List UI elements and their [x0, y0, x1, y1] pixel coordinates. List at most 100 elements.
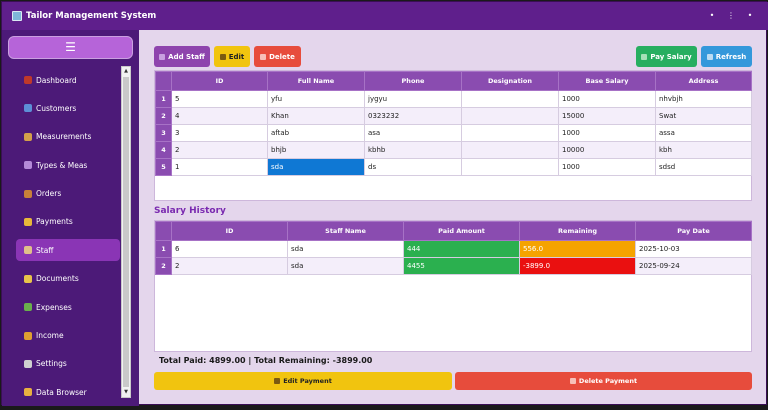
sidebar-item-documents[interactable]: Documents: [16, 268, 120, 290]
table-cell[interactable]: 556.0: [519, 240, 636, 258]
sidebar-item-measurements[interactable]: Measurements: [16, 126, 120, 148]
table-cell[interactable]: 6: [171, 240, 288, 258]
sidebar-item-orders[interactable]: Orders: [16, 183, 120, 205]
sidebar-item-expenses[interactable]: Expenses: [16, 296, 120, 318]
table-cell[interactable]: 1000: [558, 158, 656, 176]
minimize-button[interactable]: •: [709, 11, 715, 20]
column-header[interactable]: Phone: [364, 71, 462, 91]
column-header[interactable]: Designation: [461, 71, 559, 91]
table-cell[interactable]: 2025-10-03: [635, 240, 752, 258]
row-number[interactable]: 3: [155, 124, 172, 142]
close-button[interactable]: •: [747, 11, 753, 20]
edit-payment-button[interactable]: Edit Payment: [154, 372, 452, 390]
table-cell[interactable]: aftab: [267, 124, 365, 142]
table-cell[interactable]: 5: [171, 90, 268, 108]
table-cell[interactable]: [461, 141, 559, 159]
table-row[interactable]: 2 2 sda 4455 -3899.0 2025-09-24: [155, 257, 752, 275]
table-cell[interactable]: 4: [171, 107, 268, 125]
maximize-button[interactable]: ⋮: [727, 11, 735, 20]
column-header[interactable]: ID: [171, 221, 288, 241]
table-cell[interactable]: bhjb: [267, 141, 365, 159]
refresh-button[interactable]: Refresh: [701, 46, 752, 67]
folder-icon: [24, 388, 32, 397]
table-cell[interactable]: 1000: [558, 124, 656, 142]
table-cell[interactable]: 444: [403, 240, 520, 258]
add-icon: [159, 53, 166, 60]
sidebar-item-income[interactable]: Income: [16, 325, 120, 347]
table-cell[interactable]: jygyu: [364, 90, 462, 108]
table-cell[interactable]: kbh: [655, 141, 752, 159]
table-cell[interactable]: 1: [171, 158, 268, 176]
table-cell[interactable]: [461, 124, 559, 142]
row-number[interactable]: 5: [155, 158, 172, 176]
sidebar-item-types-meas[interactable]: Types & Meas: [16, 154, 120, 176]
table-cell[interactable]: -3899.0: [519, 257, 636, 275]
table-cell[interactable]: 2025-09-24: [635, 257, 752, 275]
row-number[interactable]: 4: [155, 141, 172, 159]
sidebar-item-label: Staff: [36, 245, 54, 255]
sidebar-item-dashboard[interactable]: Dashboard: [16, 69, 120, 91]
table-cell[interactable]: 2: [171, 141, 268, 159]
table-row[interactable]: 5 1 sda ds 1000 sdsd: [155, 158, 752, 176]
pay-salary-button[interactable]: Pay Salary: [636, 46, 697, 67]
table-cell[interactable]: sda: [267, 158, 365, 176]
column-header[interactable]: Staff Name: [287, 221, 404, 241]
table-row[interactable]: 1 5 yfu jygyu 1000 nhvbjh: [155, 90, 752, 108]
column-header[interactable]: ID: [171, 71, 268, 91]
sidebar-item-settings[interactable]: Settings: [16, 353, 120, 375]
table-cell[interactable]: 4455: [403, 257, 520, 275]
edit-button[interactable]: Edit: [214, 46, 250, 67]
table-cell[interactable]: 1000: [558, 90, 656, 108]
table-cell[interactable]: 2: [171, 257, 288, 275]
column-header[interactable]: Paid Amount: [403, 221, 520, 241]
table-cell[interactable]: sdsd: [655, 158, 752, 176]
table-row[interactable]: 3 3 aftab asa 1000 assa: [155, 124, 752, 142]
table-cell[interactable]: Swat: [655, 107, 752, 125]
table-cell[interactable]: yfu: [267, 90, 365, 108]
sidebar-item-label: Income: [36, 331, 64, 341]
row-number[interactable]: 1: [155, 240, 172, 258]
menu-toggle-button[interactable]: ☰: [8, 36, 133, 59]
delete-button[interactable]: Delete: [254, 46, 301, 67]
table-cell[interactable]: ds: [364, 158, 462, 176]
table-cell[interactable]: 3: [171, 124, 268, 142]
column-header[interactable]: Full Name: [267, 71, 365, 91]
table-cell[interactable]: 15000: [558, 107, 656, 125]
table-row[interactable]: 2 4 Khan 0323232 15000 Swat: [155, 107, 752, 125]
table-row[interactable]: 1 6 sda 444 556.0 2025-10-03: [155, 240, 752, 258]
sidebar-item-customers[interactable]: Customers: [16, 97, 120, 119]
box-icon: [24, 189, 32, 198]
table-cell[interactable]: assa: [655, 124, 752, 142]
table-cell[interactable]: sda: [287, 257, 404, 275]
column-header[interactable]: Remaining: [519, 221, 636, 241]
scroll-thumb[interactable]: [123, 77, 129, 387]
row-number[interactable]: 2: [155, 257, 172, 275]
table-cell[interactable]: nhvbjh: [655, 90, 752, 108]
delete-payment-button[interactable]: Delete Payment: [455, 372, 752, 390]
scroll-up-arrow-icon[interactable]: ▲: [124, 68, 128, 74]
table-cell[interactable]: 10000: [558, 141, 656, 159]
table-cell[interactable]: 0323232: [364, 107, 462, 125]
table-cell[interactable]: asa: [364, 124, 462, 142]
sidebar-item-data-browser[interactable]: Data Browser: [16, 381, 120, 403]
table-cell[interactable]: kbhb: [364, 141, 462, 159]
add-staff-button[interactable]: Add Staff: [154, 46, 210, 67]
table-cell[interactable]: [461, 107, 559, 125]
row-number[interactable]: 1: [155, 90, 172, 108]
column-header[interactable]: Address: [655, 71, 752, 91]
table-cell[interactable]: Khan: [267, 107, 365, 125]
table-cell[interactable]: [461, 90, 559, 108]
column-header[interactable]: Pay Date: [635, 221, 752, 241]
table-cell[interactable]: [461, 158, 559, 176]
pencil-icon: [274, 378, 281, 384]
sidebar-item-payments[interactable]: Payments: [16, 211, 120, 233]
sidebar-scrollbar[interactable]: ▲ ▼: [121, 66, 131, 398]
table-cell[interactable]: sda: [287, 240, 404, 258]
sidebar-item-staff[interactable]: Staff: [16, 239, 120, 262]
sidebar-item-label: Customers: [36, 103, 77, 113]
scroll-down-arrow-icon[interactable]: ▼: [124, 389, 128, 395]
column-header[interactable]: Base Salary: [558, 71, 656, 91]
table-row[interactable]: 4 2 bhjb kbhb 10000 kbh: [155, 141, 752, 159]
row-number[interactable]: 2: [155, 107, 172, 125]
